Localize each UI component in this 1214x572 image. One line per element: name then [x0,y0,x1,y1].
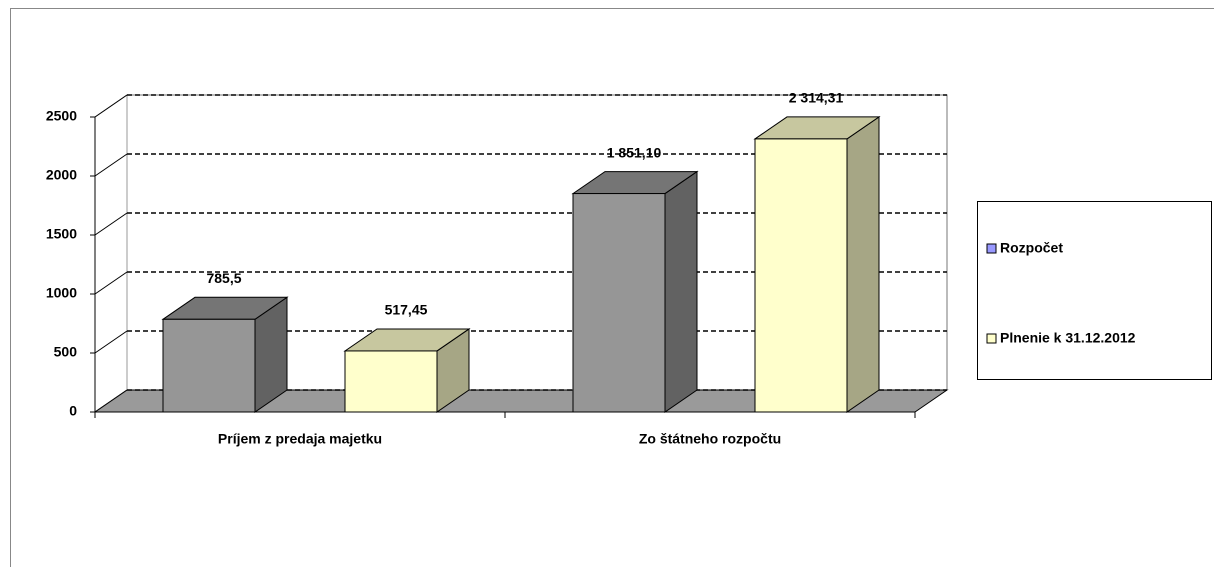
x-tick-label: Príjem z predaja majetku [218,431,382,447]
value-label: 1 851,10 [607,144,662,160]
value-label: 785,5 [206,270,241,286]
legend-box [978,202,1212,380]
y-tick-label: 500 [54,344,78,360]
side-wall [95,95,127,412]
grid-line-side [95,331,127,353]
bar [755,139,847,412]
y-tick-label: 2000 [46,167,77,183]
y-tick-label: 1500 [46,226,77,242]
bar [345,351,437,412]
x-tick-label: Zo štátneho rozpočtu [639,431,781,447]
value-label: 2 314,31 [789,90,844,106]
legend-label: Rozpočet [1000,240,1063,256]
grid-line-side [95,95,127,117]
bar [163,319,255,412]
grid-line-side [95,272,127,294]
grid-line-side [95,213,127,235]
value-label: 517,45 [385,302,428,318]
bar-side [665,172,697,412]
legend-label: Plnenie k 31.12.2012 [1000,330,1136,346]
bar-side [847,117,879,412]
legend-swatch [987,334,996,343]
bar [573,194,665,412]
y-tick-label: 2500 [46,108,77,124]
y-tick-label: 0 [69,403,77,419]
grid-line-side [95,154,127,176]
legend-swatch [987,244,996,253]
y-tick-label: 1000 [46,285,77,301]
